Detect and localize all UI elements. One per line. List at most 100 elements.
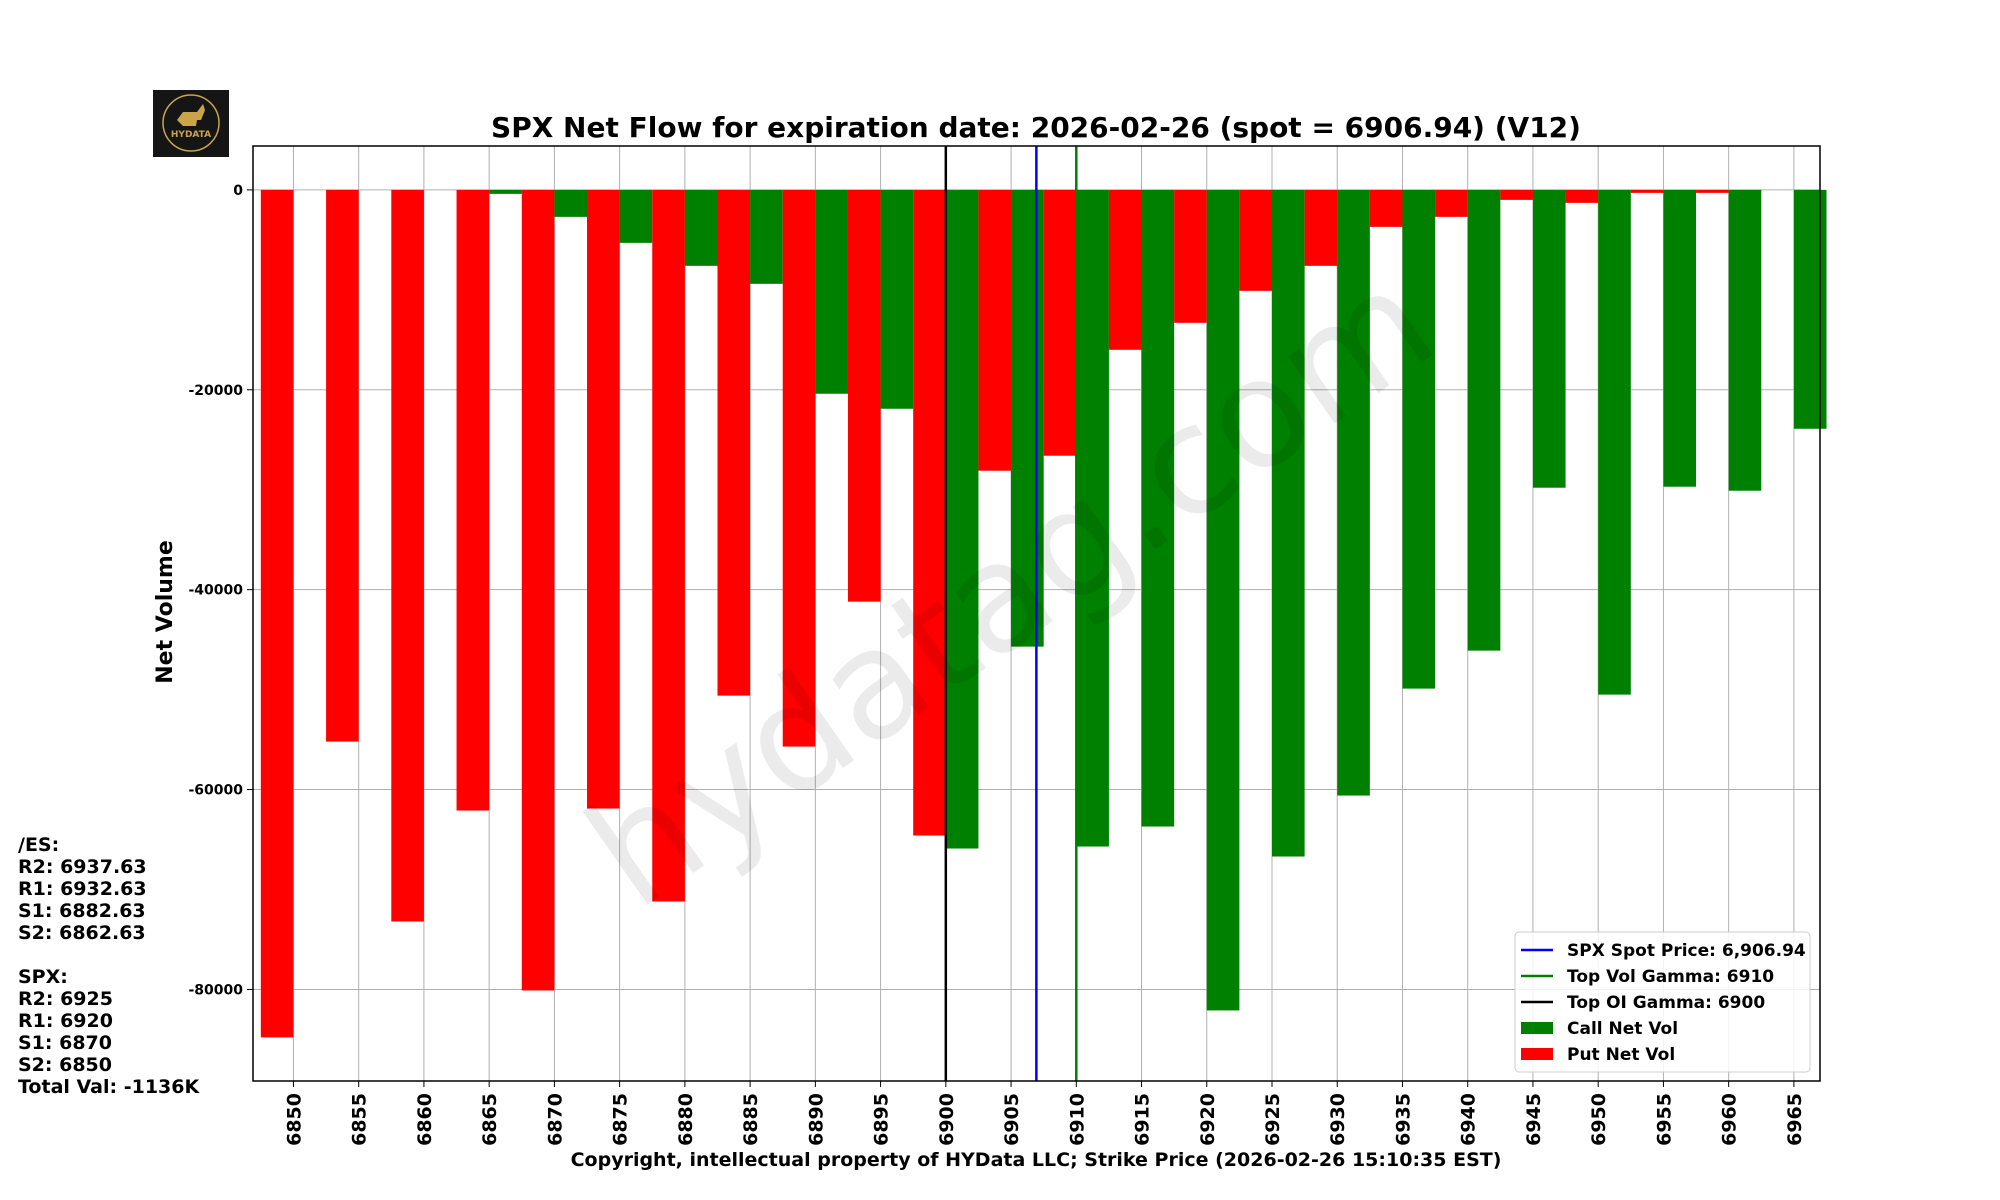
call-bar	[1337, 189, 1370, 796]
x-tick-label: 6905	[1001, 1093, 1023, 1146]
put-bar	[1239, 189, 1273, 291]
x-tick-label: 6880	[675, 1093, 697, 1146]
put-bar	[1630, 189, 1664, 193]
call-bar	[1467, 189, 1501, 651]
put-bar	[1369, 189, 1403, 227]
x-tick-label: 6925	[1262, 1093, 1284, 1146]
x-tick-label: 6865	[479, 1093, 501, 1146]
call-bar	[1206, 189, 1240, 1011]
put-bar	[1435, 189, 1468, 217]
plot-frame	[252, 145, 1821, 1082]
call-bar	[489, 189, 522, 194]
call-bar	[1532, 189, 1566, 488]
es-s1: S1: 6882.63	[18, 900, 146, 922]
put-bar	[652, 189, 685, 902]
legend-label: SPX Spot Price: 6,906.94	[1567, 941, 1806, 961]
call-bar	[1272, 189, 1305, 857]
call-bar	[815, 189, 848, 394]
put-bar	[1108, 189, 1142, 350]
x-tick-label: 6915	[1132, 1093, 1154, 1146]
call-bar	[1663, 189, 1697, 487]
put-bar	[978, 189, 1012, 471]
x-tick-label: 6890	[805, 1093, 827, 1146]
spx-s2: S2: 6850	[18, 1054, 112, 1076]
x-tick-label: 6935	[1392, 1093, 1414, 1146]
legend-label: Top OI Gamma: 6900	[1567, 993, 1765, 1013]
x-tick-label: 6960	[1719, 1093, 1741, 1146]
x-tick-label: 6885	[740, 1093, 762, 1146]
call-bar	[1402, 189, 1436, 689]
x-tick-label: 6860	[414, 1093, 436, 1146]
logo-text: HYDATA	[171, 130, 211, 140]
x-tick-label: 6910	[1066, 1093, 1088, 1146]
x-tick-label: 6900	[936, 1093, 958, 1146]
legend-patch-swatch	[1521, 1048, 1553, 1060]
call-bar	[1728, 189, 1762, 491]
chart-title: SPX Net Flow for expiration date: 2026-0…	[491, 111, 1581, 144]
put-bar	[587, 189, 620, 809]
logo-image: HYDATA	[162, 94, 220, 152]
put-bar	[260, 189, 294, 1038]
es-s2: S2: 6862.63	[18, 922, 146, 944]
x-axis-label: Copyright, intellectual property of HYDa…	[571, 1149, 1502, 1171]
y-axis-label: Net Volume	[153, 540, 178, 684]
levels-panel: /ES: R2: 6937.63 R1: 6932.63 S1: 6882.63 S2:…	[18, 834, 199, 1098]
put-bar	[521, 189, 555, 991]
es-heading: /ES:	[18, 834, 60, 856]
hydata-logo: HYDATA	[153, 90, 229, 157]
legend-label: Top Vol Gamma: 6910	[1567, 967, 1774, 987]
call-bar	[1141, 189, 1175, 827]
legend-label: Call Net Vol	[1567, 1019, 1678, 1039]
call-bar	[619, 189, 653, 243]
x-tick-label: 6945	[1523, 1093, 1545, 1146]
x-tick-label: 6920	[1197, 1093, 1219, 1146]
put-bar	[1500, 189, 1533, 200]
call-bar	[945, 189, 979, 849]
legend-label: Put Net Vol	[1567, 1045, 1675, 1065]
put-bar	[1174, 189, 1207, 323]
y-tick-label: -80000	[188, 982, 243, 998]
call-bar	[554, 189, 588, 217]
put-bar	[326, 189, 359, 742]
x-tick-label: 6875	[610, 1093, 632, 1146]
put-bar	[1696, 189, 1729, 193]
x-tick-label: 6855	[349, 1093, 371, 1146]
x-tick-label: 6950	[1588, 1093, 1610, 1146]
spx-s1: S1: 6870	[18, 1032, 112, 1054]
call-bar	[880, 189, 914, 409]
x-tick-label: 6965	[1784, 1093, 1806, 1146]
call-bar	[1598, 189, 1631, 695]
legend-patch-swatch	[1521, 1022, 1553, 1034]
put-bar	[847, 189, 881, 602]
put-bar	[1565, 189, 1599, 203]
put-bar	[1304, 189, 1338, 266]
es-r2: R2: 6937.63	[18, 856, 147, 878]
put-bar	[717, 189, 751, 696]
call-bar	[684, 189, 718, 266]
call-bar	[750, 189, 783, 284]
put-bar	[913, 189, 946, 836]
call-bar	[1793, 189, 1827, 429]
spx-r1: R1: 6920	[18, 1010, 113, 1032]
y-tick-label: -20000	[188, 383, 243, 399]
y-tick-label: -40000	[188, 583, 243, 599]
x-tick-label: 6850	[283, 1093, 305, 1146]
call-bar	[1011, 189, 1044, 647]
legend-box	[1514, 931, 1811, 1073]
put-bar	[1043, 189, 1077, 456]
legend: SPX Spot Price: 6,906.94 Top Vol Gamma: 6…	[1514, 931, 1811, 1073]
x-tick-label: 6895	[871, 1093, 893, 1146]
x-tick-label: 6930	[1327, 1093, 1349, 1146]
es-r1: R1: 6932.63	[18, 878, 147, 900]
spx-heading: SPX:	[18, 966, 68, 988]
total-value: Total Val: -1136K	[18, 1076, 200, 1098]
x-tick-label: 6955	[1653, 1093, 1675, 1146]
call-bar	[1076, 189, 1109, 847]
put-bar	[782, 189, 816, 747]
put-bar	[456, 189, 490, 811]
y-tick-label: 0	[233, 183, 243, 199]
spx-r2: R2: 6925	[18, 988, 113, 1010]
put-bar	[391, 189, 424, 922]
